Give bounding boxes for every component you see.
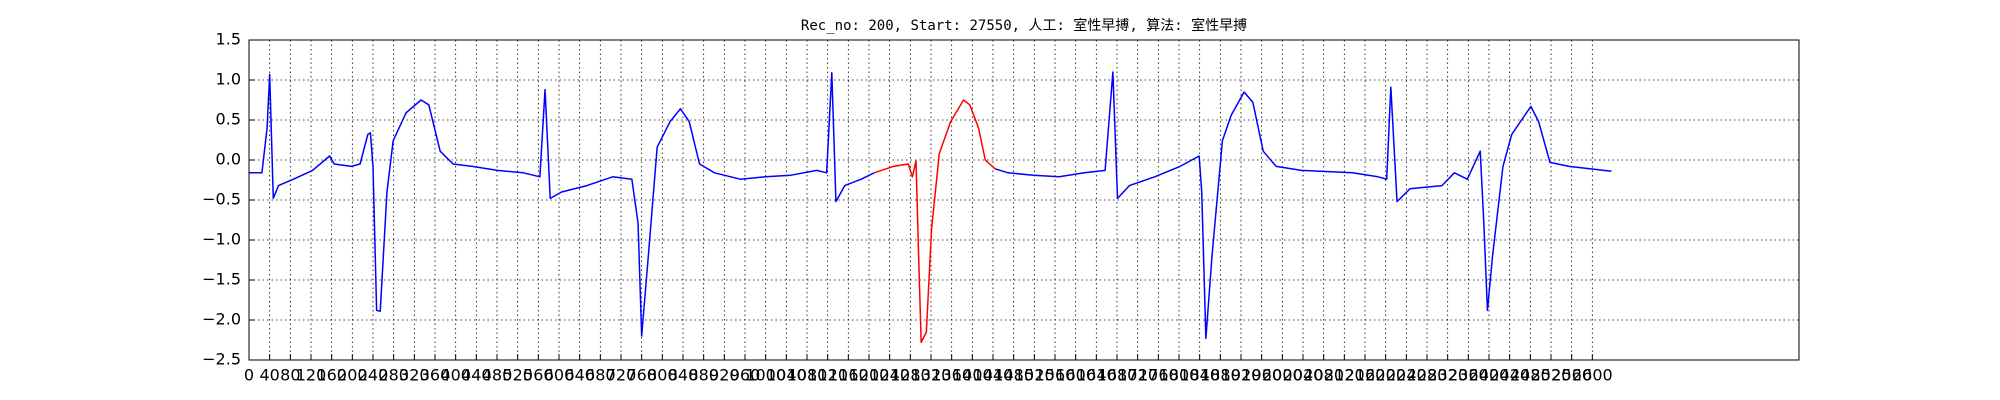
x-tick-label: 1720: [1117, 366, 1158, 385]
x-tick-label: 1840: [1179, 366, 1220, 385]
x-tick-label: 160: [316, 366, 347, 385]
x-tick-label: 1640: [1076, 366, 1117, 385]
x-tick-label: 40: [259, 366, 279, 385]
y-tick-label: 1.0: [216, 70, 241, 89]
x-tick-label: 840: [668, 366, 699, 385]
x-tick-label: 640: [564, 366, 595, 385]
x-tick-label: 720: [606, 366, 637, 385]
x-tick-label: 760: [626, 366, 657, 385]
x-tick-label: 2520: [1531, 366, 1572, 385]
y-tick-label: −0.5: [202, 190, 241, 209]
x-tick-label: 0: [244, 366, 254, 385]
y-tick-label: −2.5: [202, 350, 241, 369]
x-tick-label: 2040: [1283, 366, 1324, 385]
x-tick-label: 1200: [849, 366, 890, 385]
x-tick-label: 2280: [1407, 366, 1448, 385]
x-tick-label: 1560: [1035, 366, 1076, 385]
x-tick-label: 1160: [828, 366, 869, 385]
x-tick-label: 320: [399, 366, 430, 385]
x-tick-label: 440: [461, 366, 492, 385]
x-tick-label: 400: [440, 366, 471, 385]
x-tick-label: 1240: [869, 366, 910, 385]
x-tick-label: 2080: [1303, 366, 1344, 385]
x-tick-label: 2560: [1551, 366, 1592, 385]
x-tick-label: 2400: [1469, 366, 1510, 385]
y-tick-label: 1.5: [216, 30, 241, 49]
x-tick-label: 280: [378, 366, 409, 385]
x-tick-label: 2240: [1386, 366, 1427, 385]
x-tick-label: 560: [523, 366, 554, 385]
series-line: [873, 99, 996, 344]
x-tick-label: 120: [296, 366, 327, 385]
x-tick-label: 360: [420, 366, 451, 385]
x-tick-label: 1680: [1097, 366, 1138, 385]
x-tick-label: 2200: [1365, 366, 1406, 385]
x-tick-label: 920: [709, 366, 740, 385]
x-tick-label: 1600: [1055, 366, 1096, 385]
x-tick-label: 680: [585, 366, 616, 385]
x-tick-label: 1040: [766, 366, 807, 385]
x-tick-label: 1880: [1200, 366, 1241, 385]
x-tick-label: 2360: [1448, 366, 1489, 385]
x-tick-label: 1360: [931, 366, 972, 385]
x-tick-label: 1920: [1221, 366, 1262, 385]
x-tick-label: 1480: [993, 366, 1034, 385]
x-tick-label: 1800: [1159, 366, 1200, 385]
x-tick-label: 2120: [1324, 366, 1365, 385]
x-tick-label: 2320: [1427, 366, 1468, 385]
y-tick-label: 0.0: [216, 150, 241, 169]
y-tick-label: 0.5: [216, 110, 241, 129]
x-tick-label: 600: [544, 366, 575, 385]
x-tick-label: 2440: [1489, 366, 1530, 385]
x-tick-label: 200: [337, 366, 368, 385]
x-tick-label: 1280: [890, 366, 931, 385]
y-tick-label: −1.0: [202, 230, 241, 249]
plot-frame: [248, 39, 1800, 361]
x-tick-label: 1000: [745, 366, 786, 385]
x-tick-label: 240: [358, 366, 389, 385]
x-tick-label: 1120: [807, 366, 848, 385]
x-tick-label: 1760: [1138, 366, 1179, 385]
x-tick-label: 2600: [1572, 366, 1613, 385]
chart-title: Rec_no: 200, Start: 27550, 人工: 室性早搏, 算法:…: [801, 17, 1247, 34]
y-tick-label: −1.5: [202, 270, 241, 289]
x-tick-label: 800: [647, 366, 678, 385]
y-tick-label: −2.0: [202, 310, 241, 329]
x-tick-label: 2160: [1345, 366, 1386, 385]
x-tick-label: 960: [730, 366, 761, 385]
x-tick-label: 1440: [973, 366, 1014, 385]
x-tick-label: 80: [280, 366, 300, 385]
x-tick-label: 1320: [911, 366, 952, 385]
x-tick-label: 1960: [1241, 366, 1282, 385]
x-tick-label: 520: [502, 366, 533, 385]
x-tick-label: 1520: [1014, 366, 1055, 385]
x-tick-label: 1400: [952, 366, 993, 385]
x-tick-label: 2480: [1510, 366, 1551, 385]
x-tick-label: 880: [688, 366, 719, 385]
x-tick-label: 480: [482, 366, 513, 385]
x-tick-label: 2000: [1262, 366, 1303, 385]
x-tick-label: 1080: [787, 366, 828, 385]
series-line: [249, 71, 1612, 340]
